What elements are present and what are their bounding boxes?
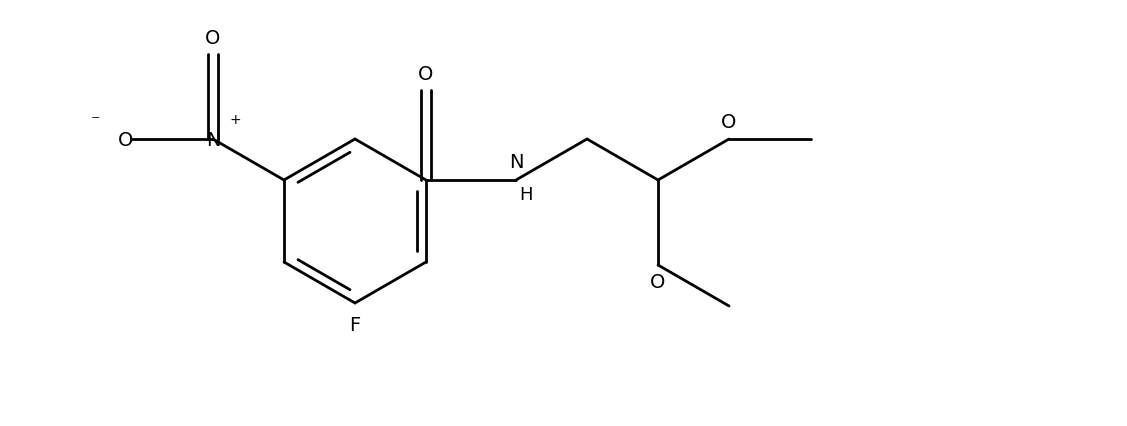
Text: N: N: [206, 130, 220, 149]
Text: O: O: [418, 64, 434, 83]
Text: +: +: [229, 113, 241, 127]
Text: O: O: [721, 113, 737, 132]
Text: O: O: [118, 130, 134, 149]
Text: F: F: [349, 316, 361, 335]
Text: O: O: [205, 29, 221, 47]
Text: N: N: [508, 152, 523, 171]
Text: H: H: [520, 186, 533, 204]
Text: ⁻: ⁻: [91, 113, 100, 131]
Text: O: O: [650, 273, 666, 292]
